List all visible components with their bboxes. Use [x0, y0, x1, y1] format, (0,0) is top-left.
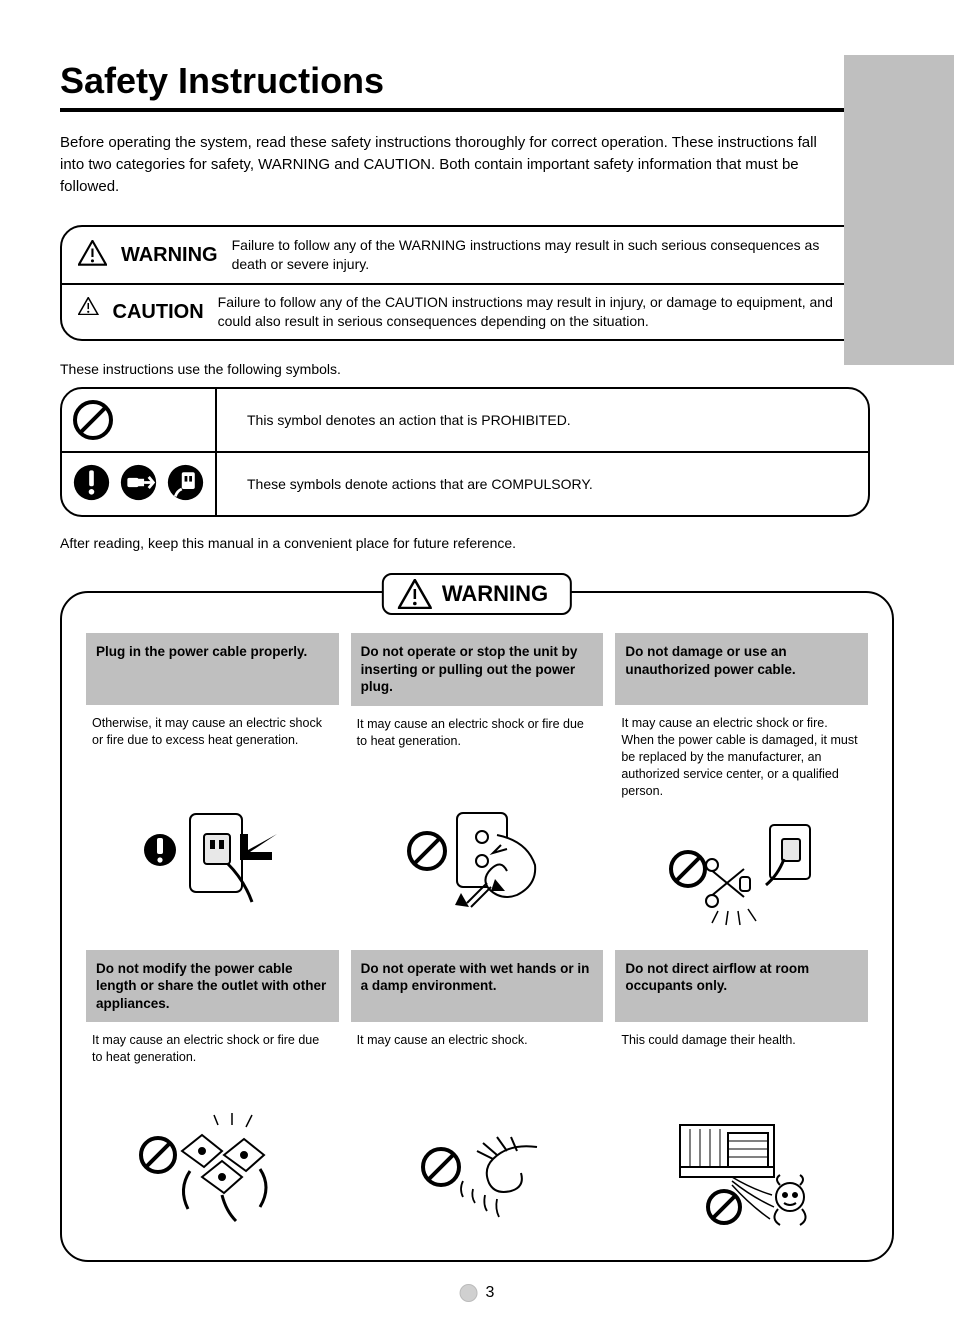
page-number-text: 3 [486, 1284, 495, 1302]
warning-cell-body: Otherwise, it may cause an electric shoc… [86, 705, 339, 789]
warning-cell: Do not direct airflow at room occupants … [615, 950, 868, 1237]
warning-cell-body: It may cause an electric shock or fire d… [86, 1022, 339, 1106]
severity-term: CAUTION [113, 301, 204, 324]
warning-panel-tab: WARNING [382, 573, 572, 615]
severity-row-caution: CAUTION Failure to follow any of the CAU… [62, 283, 868, 339]
warning-cell: Do not modify the power cable length or … [86, 950, 339, 1237]
symbols-footer: After reading, keep this manual in a con… [60, 535, 894, 551]
page: Safety Instructions Before operating the… [0, 0, 954, 1342]
symbol-desc: This symbol denotes an action that is PR… [231, 389, 587, 451]
warning-cell-head: Do not direct airflow at room occupants … [615, 950, 868, 1022]
page-title: Safety Instructions [60, 60, 894, 102]
warning-cell-head: Do not operate with wet hands or in a da… [351, 950, 604, 1022]
severity-term: WARNING [121, 244, 218, 267]
symbols-table: This symbol denotes an action that is PR… [60, 387, 870, 517]
exclaim-icon [72, 463, 111, 505]
warning-cell-body: It may cause an electric shock or fire. … [615, 705, 868, 805]
warning-triangle-icon [78, 240, 107, 270]
warning-cell-illustration [615, 806, 868, 936]
severity-desc: Failure to follow any of the CAUTION ins… [218, 293, 852, 331]
warning-cell-head: Do not modify the power cable length or … [86, 950, 339, 1023]
warning-triangle-icon [78, 297, 99, 327]
page-number-dot-icon [460, 1284, 478, 1302]
warning-panel-label: WARNING [442, 581, 548, 607]
warning-cell-head: Do not damage or use an unauthorized pow… [615, 633, 868, 705]
page-number: 3 [460, 1284, 495, 1302]
warning-panel: WARNING Plug in the power cable properly… [60, 591, 894, 1262]
title-rule [60, 108, 894, 112]
intro-text: Before operating the system, read these … [60, 132, 840, 197]
plug-icon [166, 463, 205, 505]
warning-cell-head: Plug in the power cable properly. [86, 633, 339, 705]
severity-table: WARNING Failure to follow any of the WAR… [60, 225, 870, 341]
section-side-tab [844, 55, 954, 365]
warning-cell: Plug in the power cable properly. Otherw… [86, 633, 339, 935]
warning-cell-illustration [351, 1106, 604, 1236]
warning-cell-illustration [86, 789, 339, 919]
warning-triangle-icon [398, 579, 432, 609]
symbols-row-compulsory: These symbols denote actions that are CO… [62, 451, 868, 515]
warning-cell-body: This could damage their health. [615, 1022, 868, 1106]
symbol-cell [62, 389, 217, 451]
severity-row-warning: WARNING Failure to follow any of the WAR… [62, 227, 868, 283]
warning-cell: Do not operate with wet hands or in a da… [351, 950, 604, 1237]
warning-row: Do not modify the power cable length or … [86, 950, 868, 1237]
symbol-desc: These symbols denote actions that are CO… [231, 453, 609, 515]
symbol-cell [62, 453, 217, 515]
warning-cell-illustration [615, 1106, 868, 1236]
prohibit-icon [72, 399, 114, 441]
symbols-row-prohibited: This symbol denotes an action that is PR… [62, 389, 868, 451]
warning-cell: Do not damage or use an unauthorized pow… [615, 633, 868, 935]
unplug-icon [119, 463, 158, 505]
warning-cell-illustration [351, 790, 604, 920]
warning-cell-head: Do not operate or stop the unit by inser… [351, 633, 604, 706]
symbols-intro: These instructions use the following sym… [60, 361, 894, 377]
warning-cell: Do not operate or stop the unit by inser… [351, 633, 604, 935]
severity-desc: Failure to follow any of the WARNING ins… [232, 236, 852, 274]
warning-cell-illustration [86, 1106, 339, 1236]
warning-row: Plug in the power cable properly. Otherw… [86, 633, 868, 935]
warning-cell-body: It may cause an electric shock or fire d… [351, 706, 604, 790]
warning-cell-body: It may cause an electric shock. [351, 1022, 604, 1106]
